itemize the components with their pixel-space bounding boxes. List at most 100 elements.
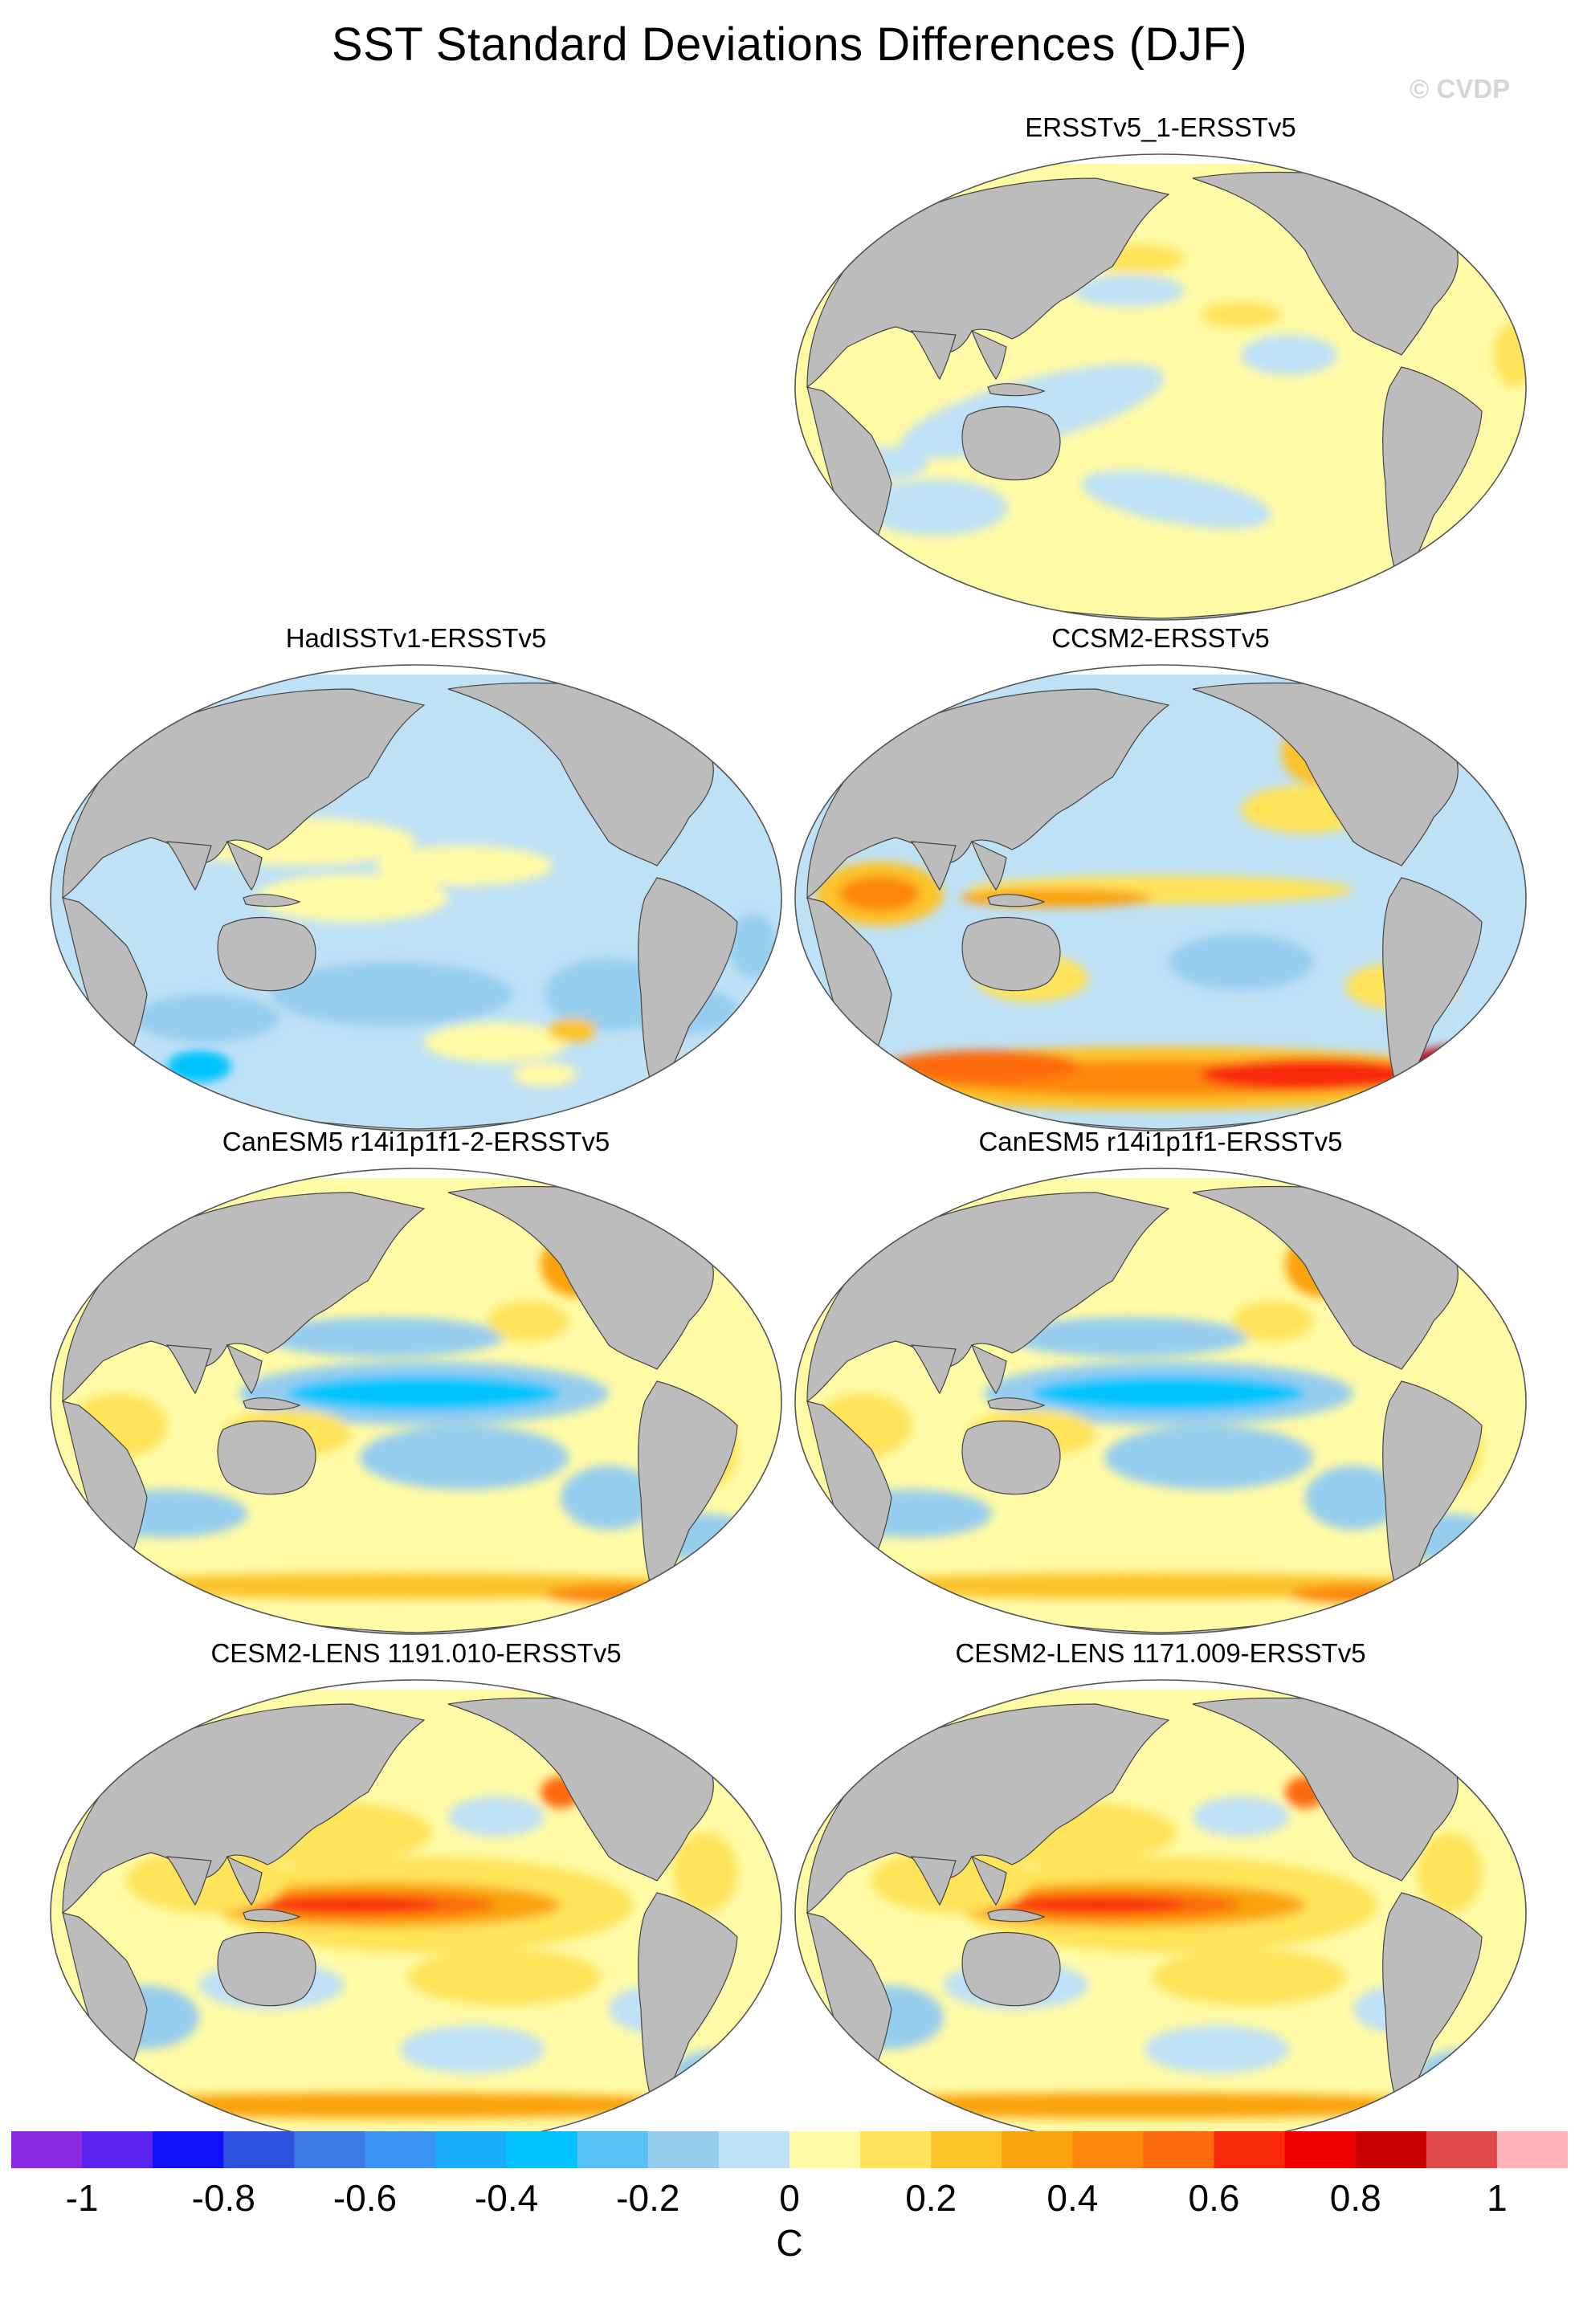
anomaly-region <box>488 1301 569 1341</box>
map-border <box>50 1168 782 1635</box>
map <box>794 664 1527 1131</box>
map-border <box>794 664 1527 1131</box>
colorbar-tick-label: -0.8 <box>191 2177 255 2219</box>
colorbar-swatch <box>1072 2131 1144 2168</box>
land-australia <box>961 916 1061 992</box>
anomaly-region <box>448 1796 545 1837</box>
land-australia <box>961 1931 1061 2007</box>
colorbar-swatch <box>718 2131 790 2168</box>
land-india <box>910 330 957 381</box>
colorbar-swatch <box>435 2131 508 2168</box>
anomaly-region <box>673 1833 737 1913</box>
colorbar-tick-label: 0.2 <box>905 2177 957 2219</box>
anomaly-region <box>424 1022 569 1062</box>
sea-ice-mask <box>51 1168 781 1178</box>
map <box>794 153 1527 621</box>
anomaly-region <box>263 1898 440 1912</box>
land-indonesia <box>243 894 301 907</box>
colorbar-swatch <box>577 2131 649 2168</box>
colorbar-tick-label: -0.4 <box>474 2177 539 2219</box>
land-africa <box>62 1912 148 2082</box>
sea-ice-mask <box>795 1680 1526 1690</box>
land-indochina <box>226 1343 263 1395</box>
map-panel-5: CanESM5 r14i1p1f1-ERSSTv5 <box>791 1127 1530 1641</box>
anomaly-region <box>887 1050 1080 1082</box>
land-india <box>165 1344 212 1395</box>
anomaly-region <box>561 1466 657 1530</box>
panel-title: ERSSTv5_1-ERSSTv5 <box>1025 112 1296 142</box>
land-australia <box>217 916 316 992</box>
land-india <box>165 1856 212 1906</box>
colorbar-tick-label: -0.2 <box>616 2177 680 2219</box>
land-indonesia <box>987 1909 1046 1922</box>
map-panel-6: CESM2-LENS 1191.010-ERSSTv5 <box>47 1638 785 2152</box>
map-panel-1: ERSSTv5_1-ERSSTv5 <box>791 112 1530 626</box>
colorbar-tick-label: 1 <box>1487 2177 1508 2219</box>
land-india <box>165 841 212 891</box>
anomaly-region <box>1193 1796 1289 1837</box>
colorbar-swatch <box>153 2131 224 2168</box>
colorbar-swatch <box>860 2131 932 2168</box>
anomaly-region <box>1144 2025 1289 2073</box>
land-africa <box>62 1401 148 1571</box>
anomaly-region <box>167 1050 231 1082</box>
land-indonesia <box>987 1397 1046 1411</box>
anomaly-region <box>408 1949 601 2005</box>
anomaly-region <box>1201 302 1281 328</box>
colorbar <box>11 2131 1568 2168</box>
land-indochina <box>226 1855 263 1906</box>
map-panel-2: HadISSTv1-ERSSTv5 <box>47 623 785 1137</box>
land-indochina <box>226 840 263 891</box>
land-indochina <box>970 840 1007 891</box>
map <box>794 1168 1527 1635</box>
figure-title: SST Standard Deviations Differences (DJF… <box>331 18 1248 71</box>
colorbar-tick-labels: -1 -0.8 -0.6 -0.4 -0.2 0 0.2 0.4 0.6 0.8 1 <box>0 2176 1579 2224</box>
map-border <box>794 1168 1527 1635</box>
anomaly-region <box>1169 934 1313 990</box>
land-indonesia <box>243 1909 301 1922</box>
colorbar-tick-label: 0.6 <box>1188 2177 1240 2219</box>
land-africa <box>806 1401 892 1571</box>
map-border <box>50 664 782 1131</box>
land-africa <box>62 897 148 1067</box>
anomaly-region <box>1008 1317 1249 1357</box>
anomaly-region <box>255 874 448 922</box>
anomaly-region <box>135 994 279 1042</box>
colorbar-swatch <box>294 2131 365 2168</box>
anomaly-region <box>1305 1466 1402 1530</box>
colorbar-swatch <box>1355 2131 1427 2168</box>
colorbar-swatch <box>647 2131 720 2168</box>
land-indochina <box>970 1855 1007 1906</box>
sea-ice-mask <box>795 1168 1526 1178</box>
anomaly-region <box>1008 1898 1185 1912</box>
anomaly-region <box>512 1062 577 1087</box>
anomaly-region <box>545 1584 705 1604</box>
colorbar-units: C <box>776 2222 803 2264</box>
map-panel-3: CCSM2-ERSSTv5 <box>791 623 1530 1137</box>
colorbar-swatch <box>365 2131 437 2168</box>
sea-ice-mask <box>51 1680 781 1690</box>
anomaly-region <box>1201 1058 1426 1091</box>
anomaly-region <box>1104 1425 1313 1490</box>
sea-ice-mask <box>795 154 1526 164</box>
anomaly-region <box>1081 470 1272 529</box>
anomaly-region <box>1289 1584 1450 1604</box>
land-africa <box>806 897 892 1067</box>
sea-ice-mask <box>795 665 1526 675</box>
anomaly-region <box>863 479 1008 536</box>
anomaly-region <box>1032 1376 1305 1411</box>
panel-title: CCSM2-ERSSTv5 <box>1051 623 1270 653</box>
anomaly-region <box>549 1018 597 1042</box>
land-indochina <box>970 329 1007 381</box>
anomaly-region <box>400 2025 545 2073</box>
colorbar-tick-label: -0.6 <box>333 2177 398 2219</box>
panel-title: CanESM5 r14i1p1f1-2-ERSSTv5 <box>222 1127 610 1156</box>
colorbar-swatch <box>11 2131 83 2168</box>
colorbar-tick-label: 0 <box>779 2177 800 2219</box>
anomaly-region <box>1418 1833 1482 1913</box>
colorbar-swatch <box>1002 2131 1073 2168</box>
map <box>794 1679 1527 2147</box>
land-australia <box>217 1420 316 1495</box>
anomaly-region <box>376 846 553 886</box>
colorbar-tick-label: 0.4 <box>1047 2177 1099 2219</box>
